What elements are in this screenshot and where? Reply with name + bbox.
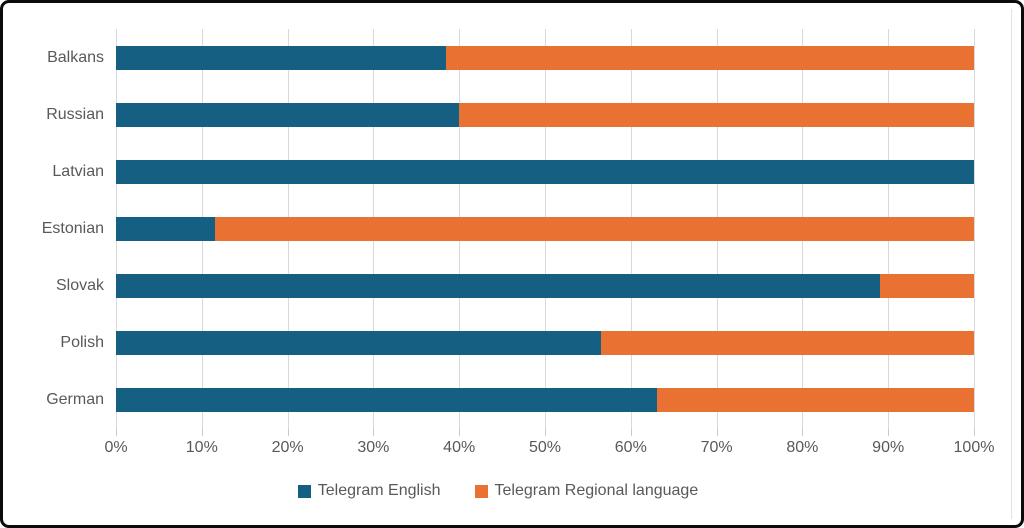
bar-segment-english	[116, 217, 215, 241]
bar-segment-english	[116, 159, 974, 184]
legend-swatch	[474, 484, 488, 498]
x-axis-tick-label: 60%	[614, 439, 647, 456]
legend-item: Telegram English	[297, 482, 441, 500]
x-axis-tick-label: 10%	[185, 439, 218, 456]
x-axis-tick-label: 0%	[104, 439, 128, 456]
category-label: Polish	[60, 334, 104, 352]
category-label: Estonian	[41, 220, 104, 237]
category-label: Russian	[46, 105, 104, 123]
legend-label: Telegram English	[317, 482, 441, 499]
axis-tick	[630, 429, 632, 436]
legend: Telegram English Telegram Regional langua…	[3, 482, 993, 500]
bar-segment-english	[116, 331, 601, 356]
axis-tick	[373, 429, 375, 436]
axis-tick	[459, 429, 461, 436]
category-label: Balkans	[47, 48, 104, 66]
x-axis-tick-label: 40%	[443, 439, 476, 456]
legend-label: Telegram Regional language	[494, 482, 699, 499]
axis-tick	[201, 429, 203, 436]
axis-tick	[545, 429, 546, 436]
x-axis-tick-label: 70%	[700, 439, 733, 456]
axis-tick	[116, 429, 117, 436]
stacked-bar-chart: Balkans Russian Latvian Estonian Slovak Polis…	[3, 3, 1021, 525]
axis-tick	[802, 429, 804, 436]
bar-segment-regional	[879, 274, 974, 299]
x-axis-tick-label: 80%	[786, 439, 819, 456]
bar-segment-regional	[459, 102, 974, 127]
category-label: Slovak	[55, 277, 104, 295]
gridline	[974, 29, 975, 429]
chart-right-edge	[1011, 9, 1012, 519]
legend-swatch	[297, 484, 311, 498]
legend-item: Telegram Regional language	[474, 482, 699, 500]
category-label: German	[46, 391, 104, 409]
bar-segment-english	[116, 388, 657, 413]
bar-segment-english	[116, 274, 880, 299]
axis-tick	[287, 429, 289, 436]
category-label: Latvian	[52, 162, 104, 180]
bar-segment-english	[116, 102, 460, 127]
axis-tick	[716, 429, 718, 436]
x-axis-tick-label: 20%	[271, 439, 304, 456]
axis-tick	[974, 429, 975, 436]
bar-segment-regional	[656, 388, 974, 413]
x-axis-tick-label: 50%	[528, 439, 562, 456]
bar-segment-regional	[600, 331, 974, 356]
bar-segment-regional	[214, 217, 974, 241]
bar-segment-english	[116, 45, 447, 70]
x-axis-tick-label: 100%	[953, 439, 995, 456]
x-axis-tick-label: 30%	[357, 439, 390, 456]
bar-segment-regional	[446, 45, 974, 70]
x-axis-tick-label: 90%	[872, 439, 905, 456]
axis-tick	[888, 429, 890, 436]
